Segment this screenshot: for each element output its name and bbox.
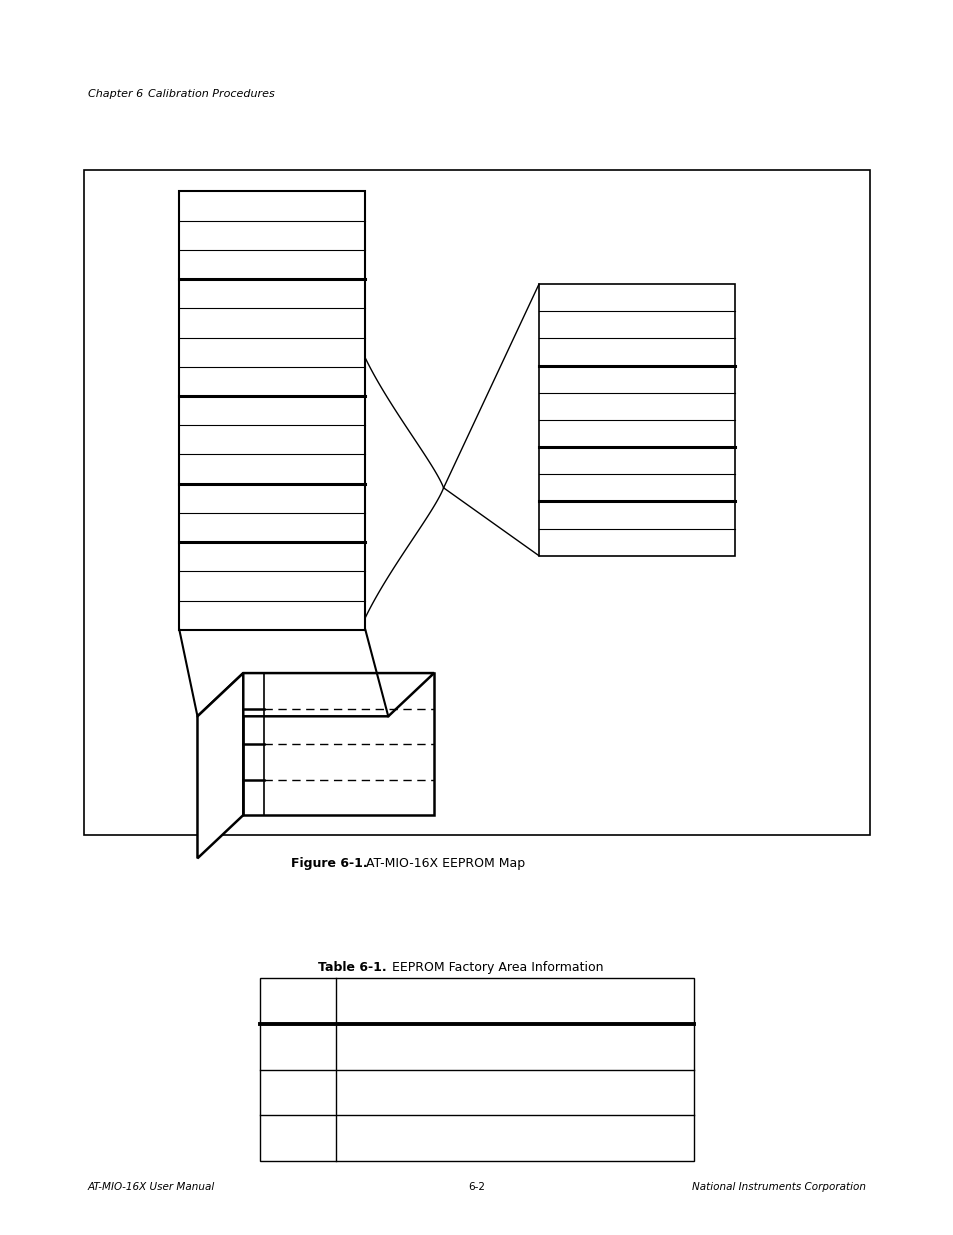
Polygon shape <box>197 673 243 858</box>
Bar <box>260 978 693 1161</box>
Polygon shape <box>197 673 434 716</box>
Bar <box>84 170 869 835</box>
Text: Calibration Procedures: Calibration Procedures <box>148 89 274 99</box>
Bar <box>538 284 734 556</box>
Text: Table 6-1.: Table 6-1. <box>317 961 386 974</box>
Text: AT-MIO-16X EEPROM Map: AT-MIO-16X EEPROM Map <box>357 857 524 871</box>
Text: AT-MIO-16X User Manual: AT-MIO-16X User Manual <box>88 1182 214 1192</box>
Text: Chapter 6: Chapter 6 <box>88 89 143 99</box>
Text: 6-2: 6-2 <box>468 1182 485 1192</box>
Text: National Instruments Corporation: National Instruments Corporation <box>692 1182 865 1192</box>
Bar <box>243 673 434 815</box>
Text: Figure 6-1.: Figure 6-1. <box>291 857 367 871</box>
Bar <box>179 191 365 630</box>
Text: EEPROM Factory Area Information: EEPROM Factory Area Information <box>384 961 603 974</box>
